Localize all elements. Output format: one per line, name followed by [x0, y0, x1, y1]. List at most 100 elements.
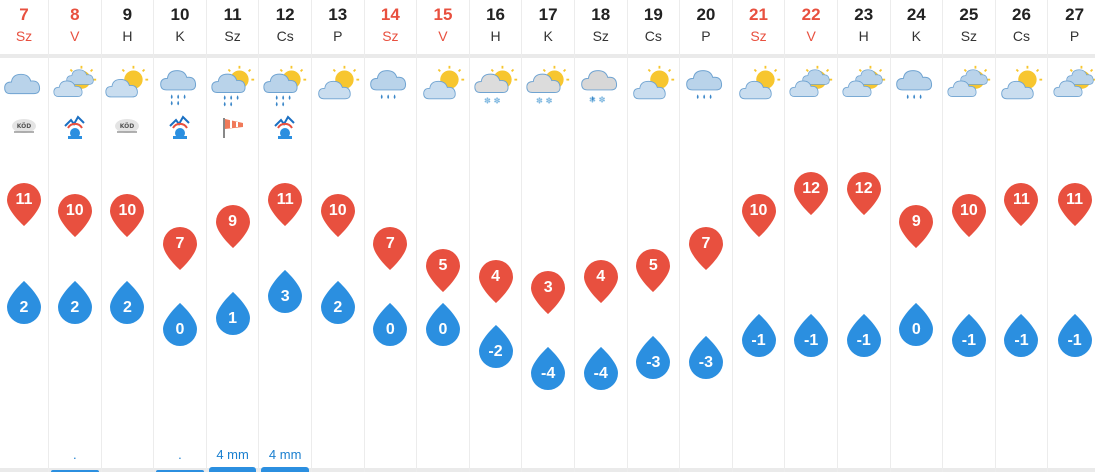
min-temp-value: -1	[1067, 332, 1082, 349]
day-number: 15	[433, 5, 453, 24]
max-temp-value: 5	[648, 257, 658, 274]
partly-sunny-cloudy-icon	[841, 64, 887, 110]
precip-amount: .	[178, 447, 182, 462]
day-column[interactable]: 13 P 10 2	[311, 0, 365, 472]
day-column[interactable]: 26 Cs 11 -1	[995, 0, 1049, 472]
max-temp-value: 7	[175, 235, 185, 252]
max-temp-pin: 5	[634, 247, 672, 293]
day-column[interactable]: 7 Sz KÖD 11 2	[0, 0, 49, 472]
day-column[interactable]: 21 Sz 10 -1	[732, 0, 786, 472]
day-name: Sz	[750, 28, 767, 44]
day-number: 8	[70, 5, 80, 24]
day-column[interactable]: 15 V 5 0	[417, 0, 470, 472]
precip-cell: .	[154, 442, 206, 472]
min-temp-drop: -1	[792, 313, 830, 359]
day-column[interactable]: 11 Sz 9 1 4 mm	[206, 0, 260, 472]
max-temp-value: 11	[15, 191, 33, 208]
day-header: 19 Cs	[627, 0, 680, 58]
max-temp-pin: 9	[214, 203, 252, 249]
day-column[interactable]: 18 Sz ✽ ✽ 4 -4	[574, 0, 628, 472]
day-number: 10	[170, 5, 190, 24]
day-header: 23 H	[837, 0, 890, 58]
min-temp-drop: -1	[950, 313, 988, 359]
max-temp-value: 10	[959, 202, 978, 219]
max-temp-value: 11	[276, 191, 294, 208]
day-column[interactable]: 14 Sz 7 0	[364, 0, 418, 472]
min-temp-drop: -1	[845, 313, 883, 359]
min-temp-value: -3	[646, 354, 661, 371]
min-temp-value: -1	[803, 332, 819, 349]
min-temp-value: -3	[698, 354, 714, 371]
day-column[interactable]: 25 Sz 10 -1	[943, 0, 996, 472]
max-temp-value: 7	[701, 235, 711, 252]
day-number: 26	[1012, 5, 1031, 24]
precip-amount: 4 mm	[268, 447, 302, 462]
cloudy-icon	[1, 64, 47, 110]
precip-cell	[101, 442, 154, 472]
max-temp-pin: 11	[266, 181, 304, 227]
min-temp-drop: -1	[1002, 313, 1040, 359]
day-name: Sz	[960, 28, 978, 44]
light-rain-icon	[893, 64, 939, 110]
day-header: 24 K	[890, 0, 943, 58]
min-temp-drop: 2	[56, 280, 94, 326]
precip-cell	[732, 442, 785, 472]
day-name: H	[122, 28, 133, 44]
max-temp-pin: 5	[424, 247, 462, 293]
day-column[interactable]: 27 P 11 -1	[1048, 0, 1095, 472]
day-name: P	[701, 28, 711, 44]
min-temp-drop: 1	[214, 291, 252, 337]
partly-sunny-icon	[315, 64, 361, 110]
max-temp-pin: 7	[687, 225, 725, 271]
svg-text:✽ ✽: ✽ ✽	[589, 95, 606, 105]
day-header: 22 V	[785, 0, 837, 58]
day-column[interactable]: 22 V 12 -1	[785, 0, 838, 472]
day-name: H	[858, 28, 869, 44]
max-temp-pin: 4	[582, 258, 620, 304]
day-name: Cs	[1012, 28, 1031, 44]
day-number: 7	[19, 5, 29, 24]
day-column[interactable]: 17 K ✽ ✽ 3 -4	[522, 0, 575, 472]
partly-cloudy-icon	[104, 64, 150, 110]
day-column[interactable]: 8 V 10 2.	[49, 0, 102, 472]
day-column[interactable]: 24 K 9 0	[890, 0, 944, 472]
day-name: V	[70, 28, 80, 44]
day-header: 26 Cs	[995, 0, 1048, 58]
day-column[interactable]: 16 H ✽ ✽ 4 -2	[469, 0, 523, 472]
sun-snow-icon: ✽ ✽	[473, 64, 519, 110]
min-temp-drop: -2	[477, 324, 515, 370]
day-column[interactable]: 19 Cs 5 -3	[627, 0, 681, 472]
precip-cell	[943, 442, 995, 472]
precip-cell	[469, 442, 522, 472]
day-number: 27	[1065, 5, 1085, 24]
day-header: 17 K	[522, 0, 574, 58]
ice-icon	[62, 114, 88, 140]
precip-cell	[680, 442, 732, 472]
sun-snow-icon: ✽ ✽	[525, 64, 571, 110]
max-temp-pin: 11	[1056, 181, 1094, 227]
max-temp-pin: 11	[5, 181, 43, 227]
day-column[interactable]: 20 P 7 -3	[680, 0, 733, 472]
max-temp-pin: 4	[477, 258, 515, 304]
ice-icon	[167, 114, 193, 140]
day-column[interactable]: 12 Cs 11 3 4 mm	[259, 0, 312, 472]
day-column[interactable]: 23 H 12 -1	[837, 0, 891, 472]
day-column[interactable]: 10 K 7 0.	[154, 0, 207, 472]
day-name: H	[490, 28, 501, 44]
partly-sunny-icon	[998, 64, 1044, 110]
max-temp-pin: 10	[319, 192, 357, 238]
precip-cell	[417, 442, 469, 472]
day-column[interactable]: 9 H KÖD 10 2	[101, 0, 155, 472]
max-temp-value: 12	[802, 180, 820, 197]
fog-label: KÖD	[17, 123, 31, 130]
partly-sunny-cloudy-icon	[52, 64, 98, 110]
sun-rain-icon	[262, 64, 308, 110]
day-number: 24	[906, 5, 926, 24]
min-temp-drop: -3	[687, 335, 725, 381]
day-header: 27 P	[1048, 0, 1095, 58]
svg-text:✽ ✽: ✽ ✽	[484, 96, 501, 106]
partly-sunny-icon	[736, 64, 782, 110]
sleet-icon: ✽ ✽	[578, 64, 624, 110]
day-name: V	[806, 28, 816, 44]
min-temp-value: 1	[228, 310, 238, 327]
